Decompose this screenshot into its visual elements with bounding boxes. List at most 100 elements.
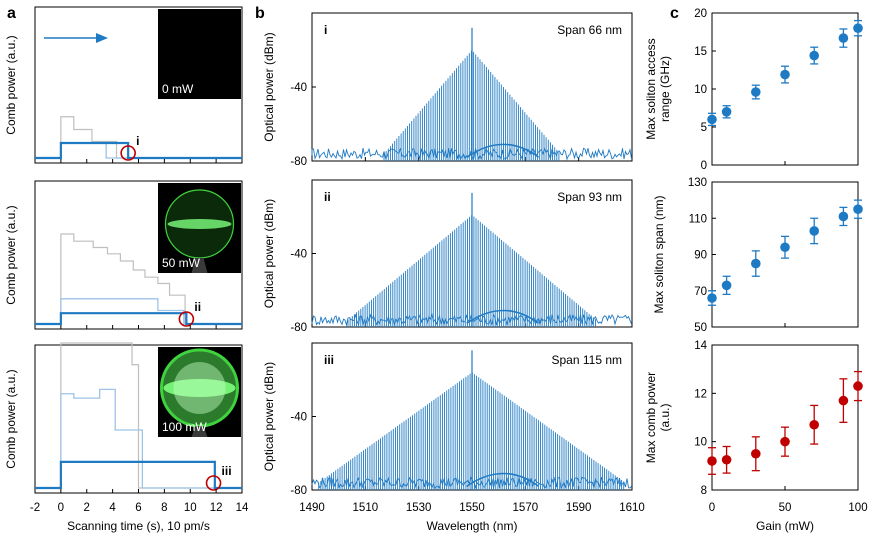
panel-c-ytick-label: 14 bbox=[694, 340, 707, 352]
panel-b-ylabel-3: Optical power (dBm) bbox=[262, 362, 276, 471]
data-point bbox=[707, 114, 717, 125]
panel-c-ylabel-2: Max soliton span (nm) bbox=[652, 195, 666, 313]
panel-c-ylabel-3: (a.u.) bbox=[658, 403, 672, 431]
panel-a-xtick-label: 10 bbox=[184, 502, 197, 514]
data-point bbox=[838, 33, 849, 43]
data-point bbox=[853, 381, 863, 391]
fiber-stem bbox=[191, 258, 208, 273]
comb-lines bbox=[383, 50, 560, 161]
data-point bbox=[809, 419, 819, 430]
comb-lines bbox=[318, 372, 625, 490]
data-point bbox=[838, 395, 849, 406]
panel-b-ytick-label: -40 bbox=[290, 249, 307, 261]
panel-c-ylabel-1: Max soliton access bbox=[644, 38, 658, 139]
panel-c-ytick-label: 10 bbox=[694, 437, 707, 449]
data-point bbox=[853, 204, 863, 214]
panel-c-ytick-label: 70 bbox=[694, 286, 707, 298]
panel-b-ytick-label: -40 bbox=[290, 412, 307, 424]
amplifier-bump bbox=[466, 309, 540, 324]
panel-c-ytick-label: 0 bbox=[701, 160, 707, 172]
panel-b-ytick-label: -80 bbox=[290, 322, 307, 334]
panel-label-a: a bbox=[7, 5, 16, 22]
panel-b-ytick-label: -80 bbox=[290, 156, 307, 168]
panel-label-b: b bbox=[255, 5, 265, 22]
data-point bbox=[780, 436, 790, 447]
blue-trace bbox=[35, 312, 242, 326]
data-point bbox=[780, 242, 790, 253]
inset-power-label-2: 50 mW bbox=[162, 256, 201, 270]
panel-a-xtick-label: 0 bbox=[58, 502, 64, 514]
data-point bbox=[809, 50, 819, 61]
grey-trace bbox=[35, 233, 242, 325]
data-point bbox=[780, 69, 790, 80]
panel-a-ylabel-2: Comb power (a.u.) bbox=[4, 205, 18, 304]
panel-b-xtick-label: 1530 bbox=[406, 502, 432, 514]
span-label-2: Span 93 nm bbox=[557, 190, 622, 204]
panel-b-ylabel-1: Optical power (dBm) bbox=[262, 32, 276, 141]
panel-c-frame-3 bbox=[711, 344, 859, 491]
light-band bbox=[163, 379, 236, 397]
data-point bbox=[707, 293, 717, 303]
grey-trace bbox=[35, 116, 242, 159]
noise-floor bbox=[311, 147, 632, 161]
panel-b-xtick-label: 1490 bbox=[299, 502, 325, 514]
panel-c-ytick-label: 90 bbox=[694, 250, 707, 262]
data-point bbox=[751, 258, 761, 269]
data-point bbox=[751, 448, 761, 459]
panel-a-xtick-label: 2 bbox=[84, 502, 90, 514]
panel-c-ytick-label: 20 bbox=[694, 8, 707, 20]
panel-c-ytick-label: 10 bbox=[694, 84, 707, 96]
comb-lines bbox=[347, 215, 596, 327]
panel-b-ytick-label: -80 bbox=[290, 485, 307, 497]
panel-c-xlabel: Gain (mW) bbox=[756, 519, 814, 533]
panel-a-xtick-label: 8 bbox=[161, 502, 167, 514]
panel-c-ytick-label: 5 bbox=[701, 122, 707, 134]
inset-power-label-3: 100 mW bbox=[162, 420, 207, 434]
panel-a-ylabel-3: Comb power (a.u.) bbox=[4, 369, 18, 468]
data-point bbox=[751, 87, 761, 97]
panel-a-marker-i: i bbox=[136, 134, 139, 148]
panel-label-c: c bbox=[670, 5, 679, 22]
span-label-1: Span 66 nm bbox=[557, 23, 622, 37]
panel-a-ylabel-1: Comb power (a.u.) bbox=[4, 35, 18, 134]
panel-a-marker-iii: iii bbox=[222, 464, 232, 478]
light-band bbox=[167, 219, 232, 229]
panel-b-xtick-label: 1550 bbox=[459, 502, 485, 514]
panel-b-xtick-label: 1590 bbox=[566, 502, 592, 514]
panel-c-ytick-label: 8 bbox=[701, 485, 707, 497]
panel-c-ytick-label: 50 bbox=[694, 322, 707, 334]
panel-a-xtick-label: 4 bbox=[109, 502, 116, 514]
span-label-3: Span 115 nm bbox=[552, 353, 623, 367]
panel-a-xtick-label: 6 bbox=[135, 502, 141, 514]
marker-circle bbox=[178, 311, 195, 327]
panel-b-marker-ii: ii bbox=[324, 190, 331, 204]
data-point bbox=[838, 211, 849, 222]
light-blue-trace bbox=[35, 388, 242, 489]
panel-a-xtick-label: 12 bbox=[210, 502, 223, 514]
fiber-stem bbox=[191, 426, 208, 437]
resonator-center bbox=[173, 362, 226, 414]
panel-a-xtick-label: -2 bbox=[30, 502, 40, 514]
panel-c-ylabel-3: Max comb power bbox=[644, 372, 658, 463]
panel-a-xtick-label: 14 bbox=[236, 502, 249, 514]
panel-c-xtick-label: 100 bbox=[848, 502, 867, 514]
data-point bbox=[809, 226, 819, 236]
data-point bbox=[721, 280, 732, 291]
marker-circle bbox=[120, 145, 136, 161]
arrow-head-icon bbox=[96, 33, 108, 43]
amplifier-bump bbox=[466, 472, 540, 487]
panel-b-marker-iii: iii bbox=[324, 353, 334, 367]
marker-circle bbox=[205, 475, 222, 491]
noise-floor bbox=[311, 476, 632, 490]
panel-c-xtick-label: 0 bbox=[709, 502, 715, 514]
blue-trace bbox=[35, 141, 242, 160]
data-point bbox=[721, 107, 732, 117]
panel-b-ytick-label: -40 bbox=[290, 82, 307, 94]
panel-c-xtick-label: 50 bbox=[779, 502, 792, 514]
panel-c-ylabel-1: range (GHz) bbox=[658, 56, 672, 122]
amplifier-bump bbox=[466, 143, 540, 158]
panel-b-xtick-label: 1610 bbox=[619, 502, 645, 514]
panel-a-marker-ii: ii bbox=[194, 300, 201, 314]
panel-c-ytick-label: 130 bbox=[688, 177, 707, 189]
